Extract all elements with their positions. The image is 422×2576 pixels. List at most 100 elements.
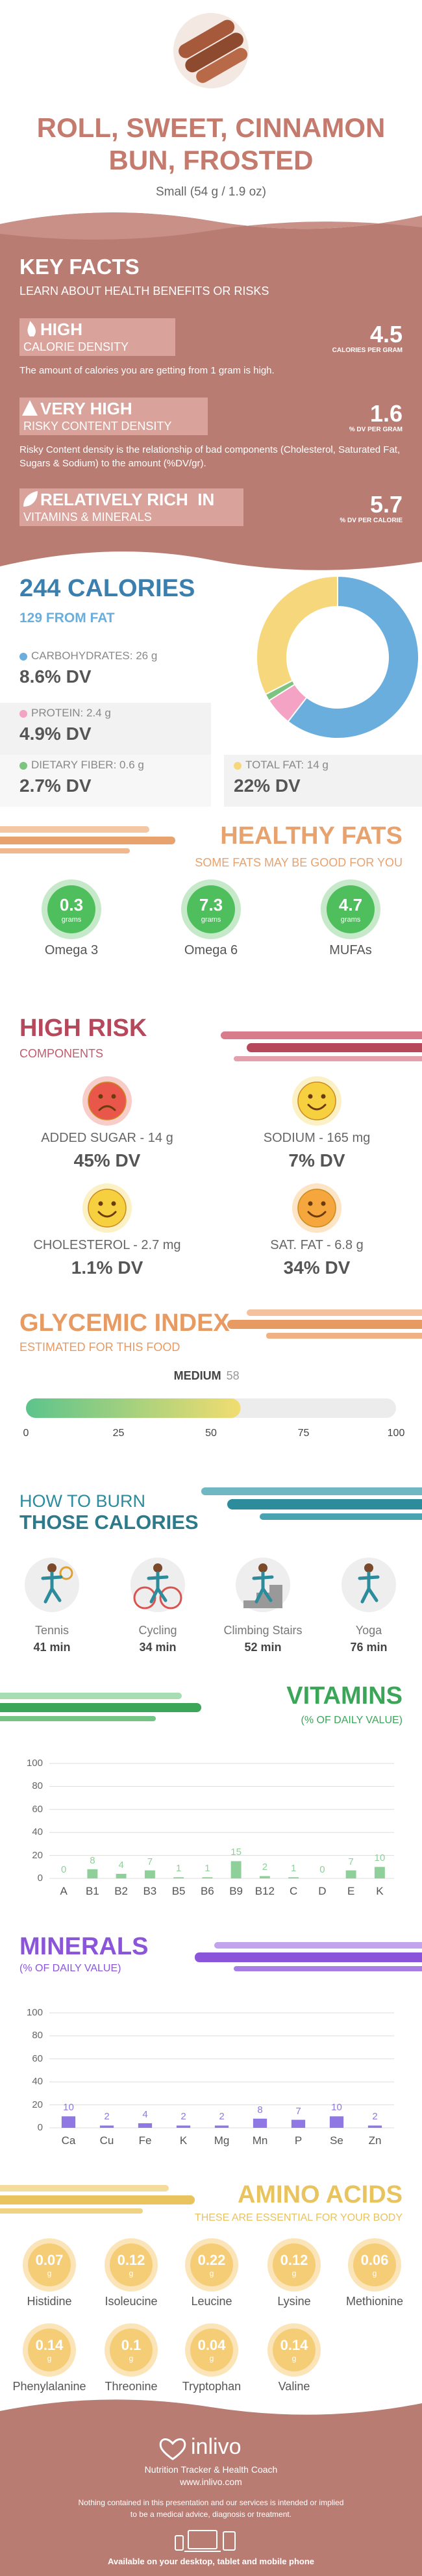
- stairs: [243, 1585, 282, 1608]
- section-subtitle: (% OF DAILY VALUE): [301, 1715, 403, 1726]
- eye: [321, 1094, 326, 1099]
- fat-value: 4.7: [338, 895, 363, 915]
- fat-name: MUFAs: [329, 943, 372, 957]
- bar: [144, 1870, 155, 1878]
- fat-value: 0.3: [59, 895, 84, 915]
- amino-name: Valine: [278, 2380, 310, 2393]
- x-tick-label: B12: [254, 1885, 275, 1897]
- y-tick-label: 40: [32, 1826, 43, 1838]
- amino-unit: g: [47, 2269, 52, 2278]
- fact-name: VITAMINS & MINERALS: [23, 511, 152, 524]
- bar: [259, 1876, 270, 1878]
- section-title: HEALTHY FATS: [220, 822, 403, 850]
- x-tick-label: B1: [85, 1885, 99, 1897]
- amino-value: 0.1: [121, 2337, 142, 2353]
- legend-dot: [19, 762, 27, 770]
- value-label: 7: [348, 1856, 354, 1867]
- risk-dv: 45% DV: [73, 1150, 141, 1170]
- macro-dv: 2.7% DV: [19, 776, 92, 796]
- value-label: 15: [230, 1847, 242, 1858]
- eye: [308, 1201, 313, 1206]
- amino-value: 0.14: [35, 2337, 64, 2353]
- amino-value: 0.14: [280, 2337, 308, 2353]
- activity-name: Tennis: [34, 1624, 69, 1637]
- section-subtitle: (% OF DAILY VALUE): [19, 1963, 121, 1974]
- x-tick-label: B3: [143, 1885, 157, 1897]
- x-tick-label: K: [376, 1885, 384, 1897]
- fact-name: CALORIE DENSITY: [23, 340, 129, 353]
- y-tick-label: 0: [37, 1873, 43, 1884]
- bar: [345, 1870, 356, 1878]
- value-label: 2: [262, 1862, 268, 1873]
- serving: Small (54 g / 1.9 oz): [155, 185, 267, 199]
- label-box: [19, 488, 243, 526]
- value-blob: [273, 2243, 316, 2286]
- amino-value: 0.07: [35, 2252, 64, 2268]
- section-title: HOW TO BURN: [19, 1491, 146, 1511]
- gauge-tick-label: 25: [112, 1428, 125, 1439]
- brand: inlivo: [191, 2434, 242, 2459]
- section-title: AMINO ACIDS: [237, 2181, 403, 2208]
- risk-dv: 7% DV: [288, 1150, 345, 1170]
- amino-unit: g: [372, 2269, 377, 2278]
- section-subtitle: ESTIMATED FOR THIS FOOD: [19, 1341, 180, 1354]
- x-tick-label: Mg: [214, 2134, 230, 2147]
- section-subtitle: SOME FATS MAY BE GOOD FOR YOU: [195, 856, 403, 869]
- eye: [308, 1094, 313, 1099]
- icon-leaf: [23, 491, 38, 507]
- eye: [111, 1201, 116, 1206]
- x-tick-label: K: [179, 2134, 188, 2147]
- title: ROLL, SWEET, CINNAMON BUN, FROSTED: [36, 112, 386, 175]
- activity-name: Climbing Stairs: [223, 1624, 303, 1637]
- amino-value: 0.04: [197, 2337, 226, 2353]
- body: [147, 1571, 169, 1604]
- row-background: [224, 755, 422, 807]
- fact-unit: % DV PER CALORIE: [340, 517, 403, 524]
- fat-unit: grams: [340, 916, 361, 924]
- amino-value: 0.22: [197, 2252, 226, 2268]
- macro-label: DIETARY FIBER: 0.6 g: [31, 759, 144, 771]
- face: [297, 1189, 336, 1228]
- value-blob: [28, 2329, 71, 2371]
- bar: [214, 2125, 229, 2128]
- wave: [0, 212, 422, 240]
- bar: [173, 1877, 184, 1878]
- amino-unit: g: [129, 2354, 134, 2363]
- url: www.inlivo.com: [180, 2477, 242, 2487]
- amino-value: 0.12: [117, 2252, 145, 2268]
- mouth: [307, 1211, 327, 1218]
- value-label: 2: [372, 2111, 378, 2123]
- value-label: 4: [142, 2108, 148, 2120]
- macro-dv: 4.9% DV: [19, 724, 92, 744]
- fat-name: Omega 3: [44, 943, 99, 957]
- tagline: Nutrition Tracker & Health Coach: [144, 2464, 278, 2475]
- mouth: [97, 1211, 117, 1218]
- risk-label: ADDED SUGAR - 14 g: [41, 1131, 173, 1145]
- amino-name: Tryptophan: [182, 2380, 242, 2393]
- bar: [116, 1873, 127, 1878]
- macro-label: PROTEIN: 2.4 g: [31, 707, 111, 719]
- body: [358, 1571, 380, 1604]
- value-blob: [110, 2243, 153, 2286]
- section-title: GLYCEMIC INDEX: [19, 1309, 230, 1337]
- value-blob: [110, 2329, 153, 2371]
- fact-unit: CALORIES PER GRAM: [332, 347, 403, 354]
- activity-name: Cycling: [138, 1624, 177, 1637]
- section-subtitle: LEARN ABOUT HEALTH BENEFITS OR RISKS: [19, 284, 269, 297]
- amino-unit: g: [129, 2269, 134, 2278]
- risk-label: SODIUM - 165 mg: [263, 1131, 371, 1145]
- amino-name: Methionine: [345, 2295, 404, 2308]
- donut-segment: [287, 575, 419, 739]
- body: [252, 1571, 274, 1604]
- amino-unit: g: [209, 2354, 214, 2363]
- key-facts-background: [0, 212, 422, 570]
- x-tick-label: Fe: [138, 2134, 152, 2147]
- amino-name: Threonine: [105, 2380, 158, 2393]
- mouth: [307, 1104, 327, 1111]
- y-tick-label: 20: [32, 2099, 43, 2110]
- activity-time: 76 min: [350, 1641, 388, 1654]
- calories-title: 244 CALORIES: [19, 575, 195, 602]
- value-blob: [273, 2329, 316, 2371]
- y-tick-label: 0: [37, 2122, 43, 2133]
- value-circle: [327, 885, 375, 933]
